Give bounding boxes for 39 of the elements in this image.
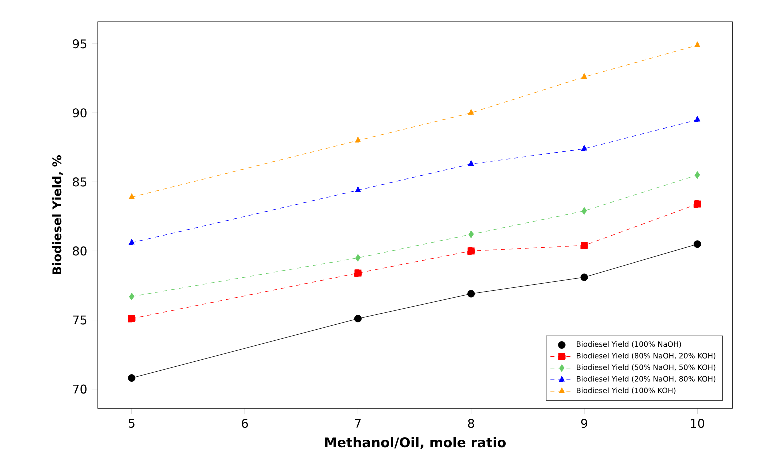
point [468, 290, 476, 298]
point [580, 274, 588, 282]
point [129, 293, 135, 301]
point [694, 240, 702, 248]
point [128, 315, 136, 323]
y-tick-label: 85 [73, 178, 87, 187]
x-axis-title: Methanol/Oil, mole ratio [325, 437, 506, 450]
point [581, 74, 588, 80]
point [581, 145, 588, 152]
point [128, 239, 136, 246]
point [468, 110, 475, 116]
point [694, 116, 701, 122]
point [468, 248, 476, 256]
y-axis-title: Biodiesel Yield, % [52, 156, 64, 274]
y-tick-label: 90 [73, 108, 87, 118]
point [354, 270, 362, 278]
point [694, 200, 702, 208]
x-tick-label: 5 [129, 419, 135, 428]
point [354, 315, 362, 323]
y-tick-label: 95 [73, 40, 87, 49]
point [468, 231, 474, 239]
point [128, 374, 136, 382]
point [354, 186, 362, 193]
point [354, 137, 362, 143]
x-tick-label: 8 [468, 419, 474, 428]
y-tick-label: 80 [73, 246, 87, 256]
x-tick-label: 9 [581, 419, 588, 428]
point [580, 242, 588, 250]
point [694, 42, 701, 48]
point [468, 160, 475, 166]
y-tick-label: 70 [73, 384, 87, 394]
x-tick-label: 6 [242, 419, 248, 428]
point [694, 172, 700, 180]
point [128, 194, 136, 200]
x-tick-label: 7 [355, 419, 361, 428]
x-tick-label: 10 [691, 419, 704, 428]
point [355, 254, 362, 262]
y-tick-label: 75 [73, 316, 87, 325]
point [582, 208, 588, 216]
